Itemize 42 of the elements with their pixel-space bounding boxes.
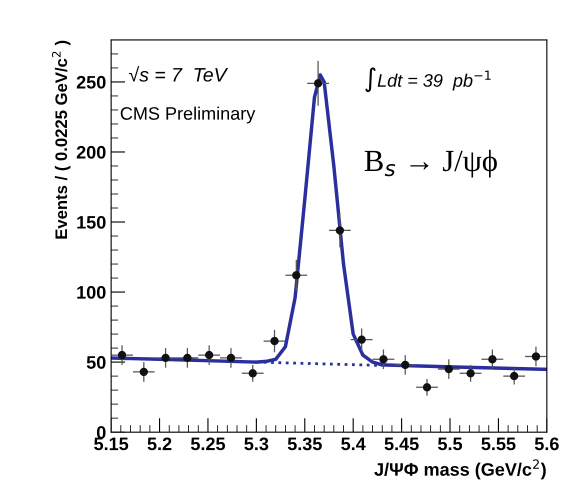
y-tick-label: 100 bbox=[77, 286, 106, 299]
point bbox=[183, 354, 192, 362]
point bbox=[466, 369, 475, 378]
x-tick-label: 5.25 bbox=[190, 437, 226, 450]
point bbox=[379, 355, 388, 364]
x-tick-label: 5.4 bbox=[341, 438, 366, 450]
point bbox=[314, 79, 322, 88]
annotation: ∫Ldt = 39 pb$^{−1}$ bbox=[365, 67, 491, 92]
point bbox=[270, 336, 279, 346]
point bbox=[205, 350, 214, 360]
point bbox=[292, 271, 300, 280]
x-tick-label: 5.2 bbox=[148, 437, 172, 450]
x-tick-label: 5.6 bbox=[534, 437, 559, 450]
point bbox=[140, 368, 148, 376]
point bbox=[118, 350, 126, 360]
x-tick-label: 5.45 bbox=[384, 438, 419, 450]
point bbox=[161, 354, 170, 362]
point bbox=[226, 354, 236, 362]
annotation: B$_{s}$ → J/ψϕ bbox=[364, 150, 497, 178]
x-tick-label: 5.15 bbox=[94, 438, 128, 450]
y-tick-label: 200 bbox=[76, 146, 106, 159]
point bbox=[488, 355, 497, 364]
annotation: CMS Preliminary bbox=[120, 106, 256, 124]
y-tick-label: 50 bbox=[86, 356, 106, 369]
y-tick-label: 250 bbox=[76, 76, 106, 89]
point bbox=[532, 352, 540, 361]
x-tick-label: 5.55 bbox=[481, 438, 516, 450]
point bbox=[510, 372, 518, 380]
point bbox=[336, 226, 344, 235]
point bbox=[422, 383, 432, 392]
y-tick-label: 150 bbox=[77, 216, 106, 229]
x-axis-title: J/ΨΦ mass (GeV/c$^{2}$) bbox=[374, 459, 546, 480]
point bbox=[401, 360, 410, 370]
point bbox=[444, 364, 453, 374]
y-axis-title: Events / ( 0.0225 GeV/c$^{2}$ ) bbox=[52, 40, 70, 239]
x-tick-label: 5.35 bbox=[288, 437, 322, 450]
y-tick-label: 0 bbox=[96, 426, 106, 439]
annotation: √s = 7 TeV bbox=[129, 66, 228, 82]
x-tick-label: 5.3 bbox=[244, 437, 268, 450]
point bbox=[248, 369, 257, 378]
x-tick-label: 5.5 bbox=[438, 438, 462, 450]
point bbox=[357, 336, 366, 344]
